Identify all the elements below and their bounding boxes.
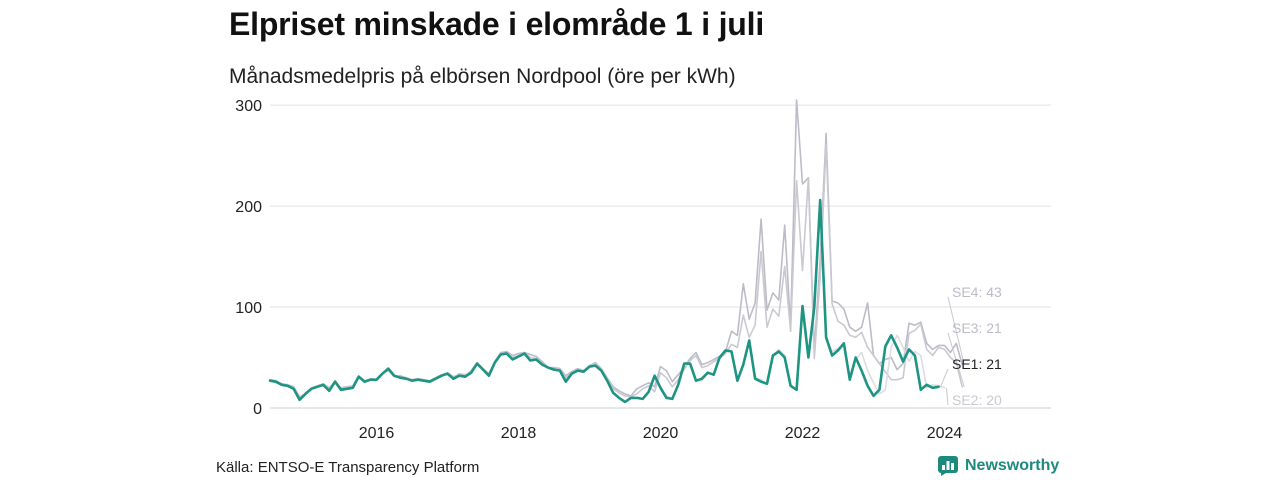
source-note: Källa: ENTSO-E Transparency Platform	[216, 459, 480, 476]
y-tick-label: 100	[235, 300, 262, 317]
end-label-se2: SE2: 20	[952, 392, 1002, 408]
chart-title: Elpriset minskade i elområde 1 i juli	[229, 6, 765, 42]
chart-subtitle: Månadsmedelpris på elbörsen Nordpool (ör…	[229, 65, 736, 88]
brand-logo: Newsworthy	[938, 456, 1059, 476]
series-line-se1	[268, 198, 940, 404]
end-label-leader-se3	[947, 332, 965, 387]
end-label-leader-se1	[940, 368, 949, 387]
end-label-se1: SE1: 21	[952, 356, 1002, 372]
y-tick-label: 300	[235, 98, 262, 115]
y-tick-label: 200	[235, 199, 262, 216]
x-tick-label: 2022	[785, 425, 821, 442]
x-tick-label: 2020	[643, 425, 679, 442]
end-label-se4: SE4: 43	[952, 284, 1002, 300]
brand-chart-icon	[938, 456, 958, 476]
y-tick-label: 0	[253, 401, 262, 418]
brand-name: Newsworthy	[965, 457, 1060, 474]
end-label-leader-se2	[945, 387, 949, 406]
end-label-leader-se4	[947, 296, 965, 365]
x-tick-label: 2016	[359, 425, 395, 442]
x-tick-label: 2018	[501, 425, 537, 442]
end-label-se3: SE3: 21	[952, 320, 1002, 336]
series-line-se4	[269, 99, 963, 398]
x-tick-label: 2024	[927, 425, 963, 442]
series-line-se2	[269, 205, 946, 403]
